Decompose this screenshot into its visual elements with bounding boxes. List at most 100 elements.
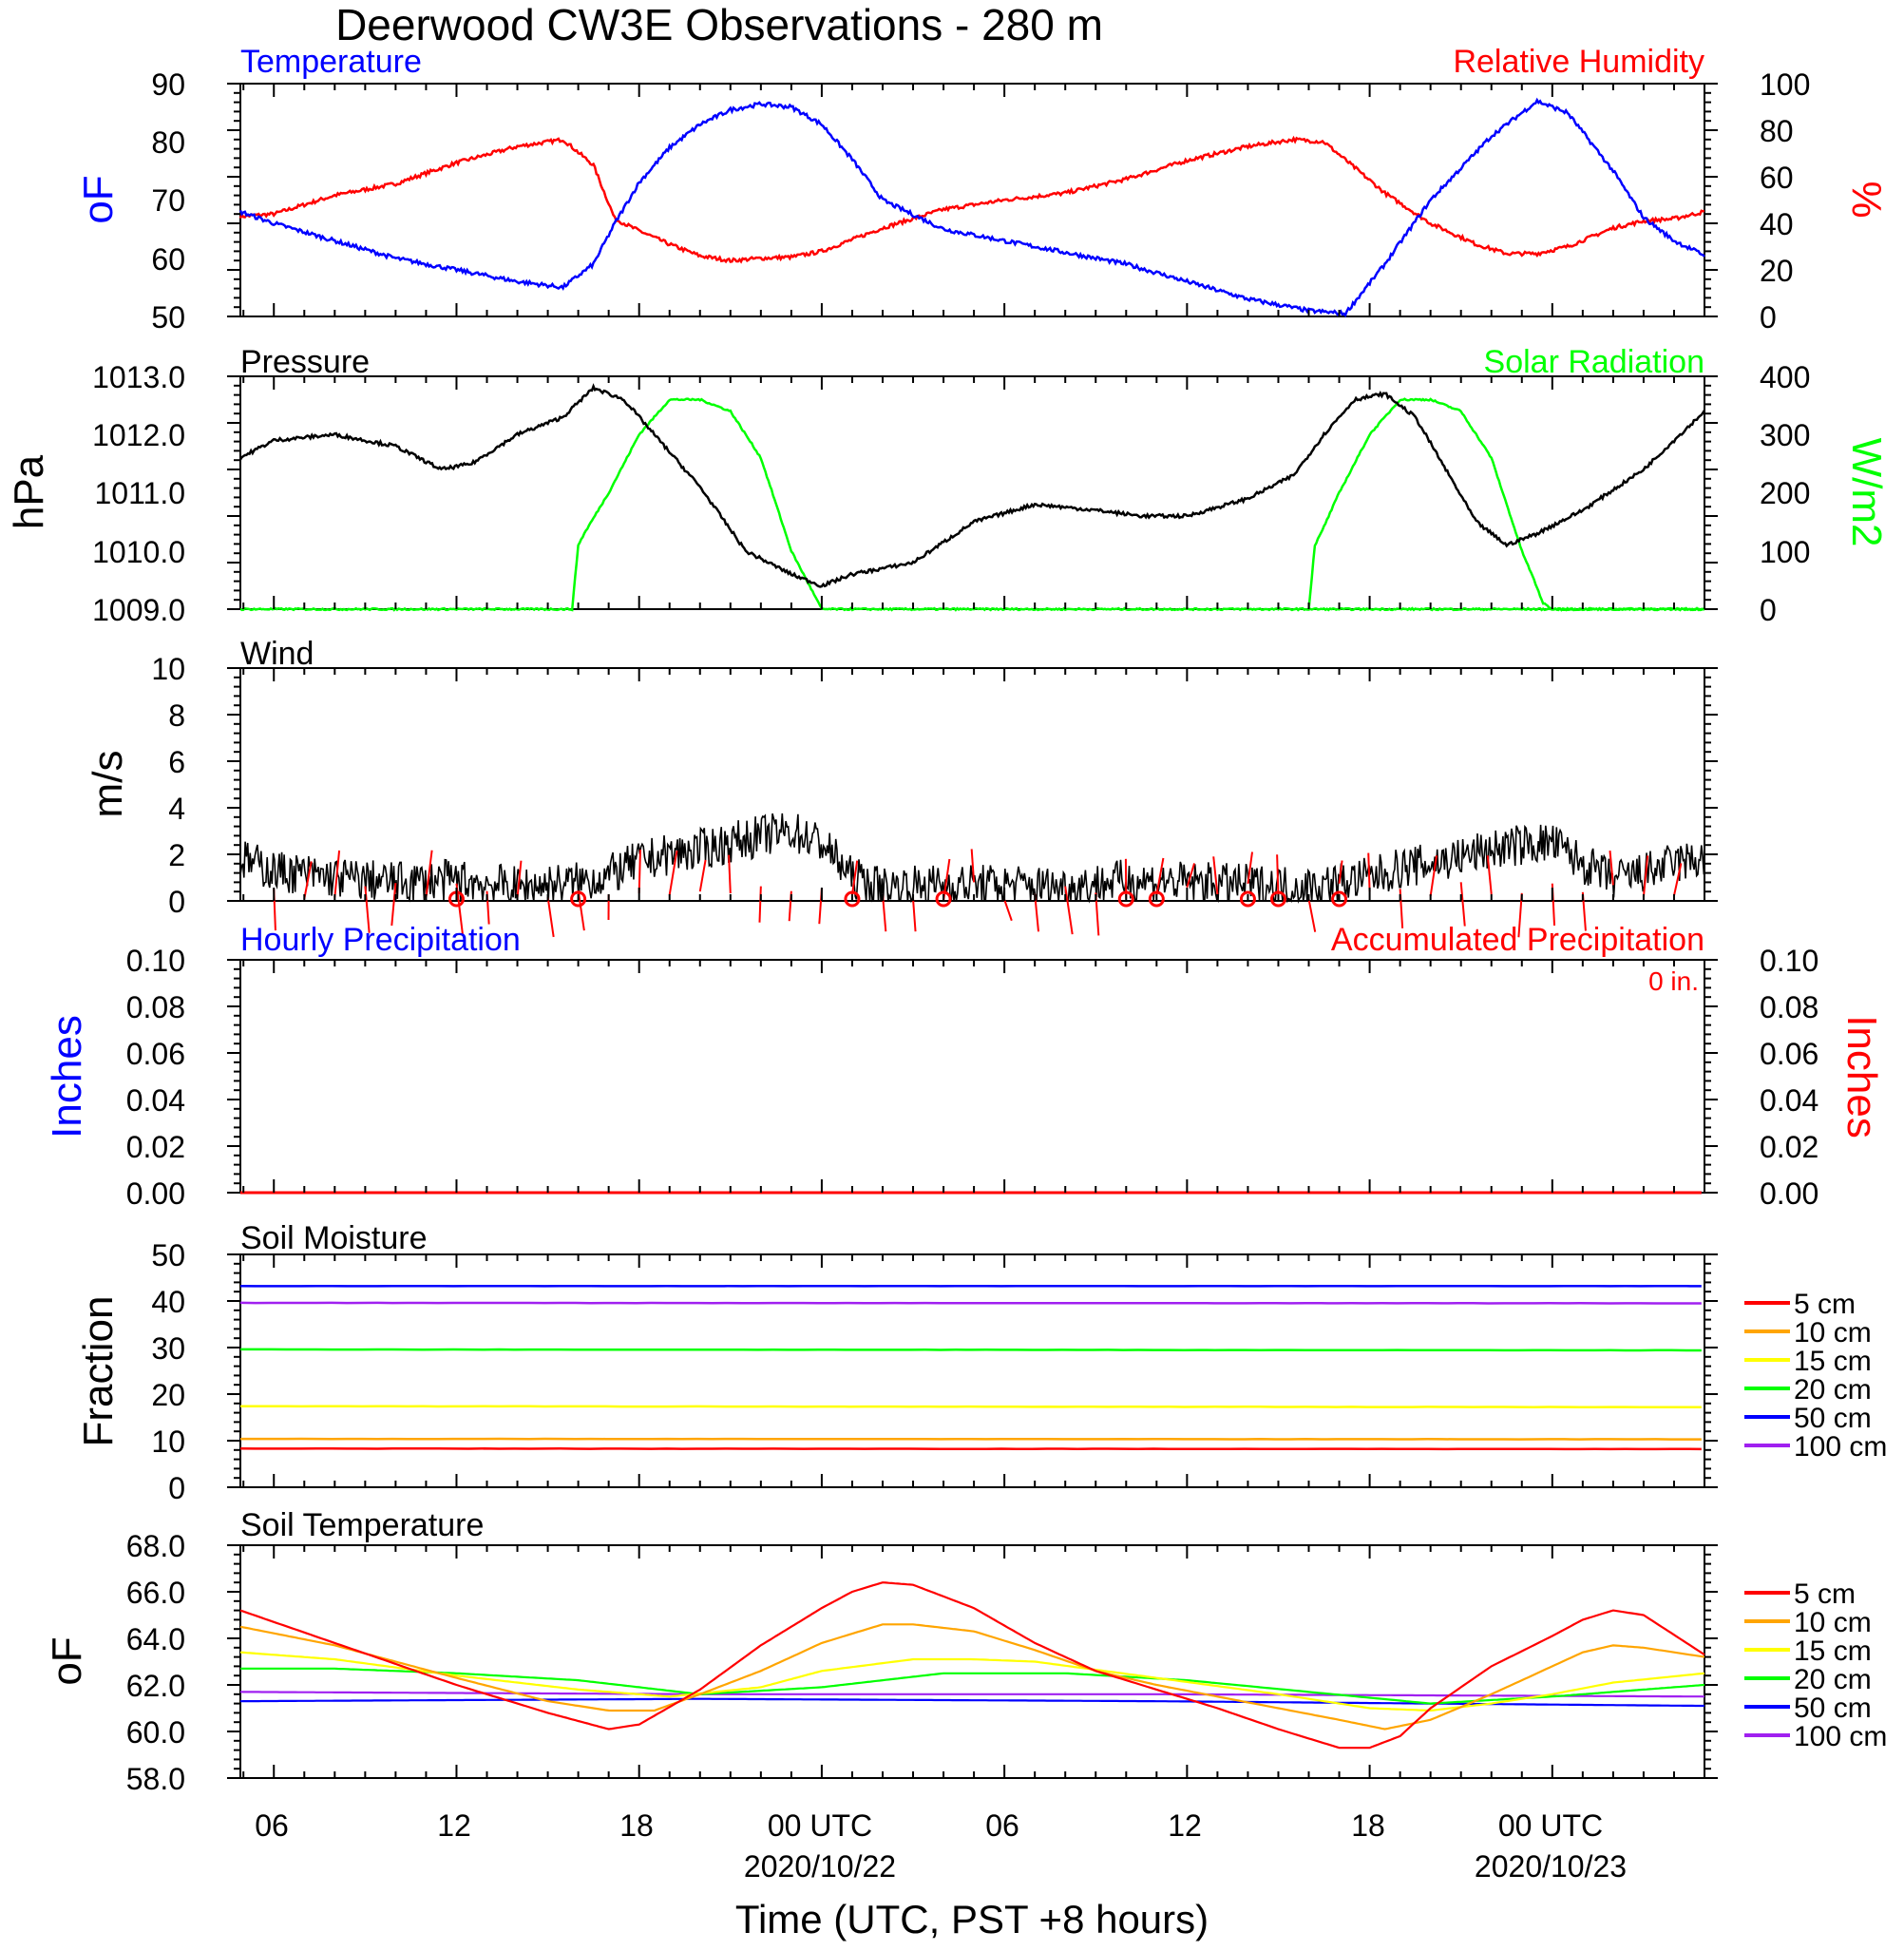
wind-barb (1276, 854, 1280, 897)
y-tick-label: 2 (168, 838, 185, 872)
y-tick-label: 90 (151, 67, 185, 102)
precip-right-ticks: 0.00 0.02 0.04 0.06 0.08 0.10 (1760, 944, 1818, 1211)
wind-barb (1307, 898, 1317, 932)
panel-temp-rh-frame (239, 83, 1705, 317)
legend-label: 5 cm (1794, 1289, 1856, 1320)
panel-precip: Hourly Precipitation Accumulated Precipi… (44, 922, 1885, 1211)
panel-temp-rh: Temperature Relative Humidity oF % 50 60… (75, 44, 1890, 335)
wind-barb (516, 860, 523, 898)
y-tick-label: 20 (1760, 254, 1794, 288)
wind-barb (303, 861, 313, 900)
pressure-line (238, 383, 1706, 588)
soil-temp-title: Soil Temperature (240, 1507, 484, 1543)
y-tick-label: 0 (1760, 300, 1777, 335)
y-tick-label: 40 (151, 1285, 185, 1319)
soil-temp-legend: 5 cm 10 cm 15 cm 20 cm 50 cm 100 cm (1744, 1578, 1887, 1752)
soil-temp-series (239, 1581, 1705, 1750)
solar-unit: W/m2 (1843, 438, 1890, 547)
y-tick-label: 60.0 (126, 1715, 185, 1750)
y-tick-label: 6 (168, 745, 185, 779)
solar-title: Solar Radiation (1484, 344, 1704, 380)
humidity-unit: % (1843, 181, 1890, 218)
y-tick-label: 8 (168, 698, 185, 733)
wind-barb (577, 890, 585, 931)
y-tick-label: 0.04 (126, 1083, 185, 1118)
y-tick-label: 0.08 (1760, 990, 1818, 1024)
y-tick-label: 1009.0 (92, 593, 185, 627)
tick-marks (227, 83, 1718, 1779)
wind-barb (1064, 886, 1074, 935)
y-tick-label: 0 (1760, 593, 1777, 627)
soil-moisture-legend: 5 cm 10 cm 15 cm 20 cm 50 cm 100 cm (1744, 1289, 1887, 1463)
wind-barb (912, 898, 917, 932)
soil-temp-line (239, 1581, 1705, 1750)
y-tick-label: 400 (1760, 360, 1810, 394)
x-tick-label: 06 (985, 1808, 1019, 1843)
legend-label: 15 cm (1794, 1346, 1872, 1377)
soil-temp-line (239, 1623, 1705, 1731)
y-tick-label: 70 (151, 183, 185, 218)
wind-barb (668, 850, 678, 895)
wind-ticks: 0 2 4 6 8 10 (151, 652, 185, 919)
y-tick-label: 0.02 (1760, 1130, 1818, 1164)
y-tick-label: 80 (1760, 114, 1794, 148)
soil-moisture-ticks: 0 10 20 30 40 50 (151, 1238, 185, 1505)
x-axis-title: Time (UTC, PST +8 hours) (735, 1897, 1209, 1941)
temperature-line (238, 97, 1705, 318)
wind-barb (1429, 855, 1438, 897)
calm-wind-marker (935, 890, 952, 908)
panel-soil-temp: Soil Temperature oF 58.0 60.0 62.0 64.0 … (44, 1507, 1887, 1796)
panel-soil-moisture-frame (239, 1253, 1705, 1488)
y-tick-label: 4 (168, 792, 185, 826)
hourly-precip-title: Hourly Precipitation (240, 922, 521, 958)
hourly-precip-unit: Inches (44, 1015, 90, 1138)
precip-left-ticks: 0.00 0.02 0.04 0.06 0.08 0.10 (126, 944, 185, 1211)
y-tick-label: 0 (168, 1471, 185, 1505)
x-tick-date: 2020/10/23 (1475, 1849, 1627, 1884)
temperature-ticks: 50 60 70 80 90 (151, 67, 185, 335)
y-tick-label: 66.0 (126, 1576, 185, 1610)
wind-barb (1609, 851, 1614, 886)
wind-speed-line (239, 813, 1705, 905)
legend-label: 20 cm (1794, 1374, 1872, 1406)
accum-precip-unit: Inches (1838, 1015, 1885, 1138)
wind-barb (1247, 851, 1254, 885)
solar-line (1307, 397, 1705, 612)
y-tick-label: 0.06 (1760, 1037, 1818, 1071)
wind-barb (1459, 882, 1466, 927)
humidity-line (238, 135, 1705, 264)
y-tick-label: 0.00 (126, 1176, 185, 1211)
wind-unit: m/s (85, 751, 131, 818)
y-tick-label: 0.04 (1760, 1083, 1818, 1118)
legend-label: 50 cm (1794, 1403, 1872, 1434)
y-tick-label: 1012.0 (92, 418, 185, 452)
calm-wind-marker (1117, 890, 1134, 908)
humidity-ticks: 0 20 40 60 80 100 (1760, 67, 1810, 335)
y-tick-label: 40 (1760, 207, 1794, 241)
legend-label: 100 cm (1794, 1721, 1887, 1752)
wind-barb (1186, 863, 1196, 889)
panel-wind: Wind m/s 0 2 4 6 8 10 (85, 636, 1705, 938)
y-tick-label: 0.00 (1760, 1176, 1818, 1211)
legend-label: 10 cm (1794, 1607, 1872, 1638)
soil-moisture-title: Soil Moisture (240, 1220, 428, 1256)
y-tick-label: 64.0 (126, 1622, 185, 1656)
legend-label: 100 cm (1794, 1431, 1887, 1463)
x-tick-date: 2020/10/22 (744, 1849, 896, 1884)
y-tick-label: 0.10 (126, 944, 185, 978)
wind-barb (546, 896, 555, 938)
y-tick-label: 300 (1760, 418, 1810, 452)
calm-wind-marker (844, 890, 861, 908)
y-tick-label: 0.02 (126, 1130, 185, 1164)
wind-barb (638, 850, 641, 893)
y-tick-label: 10 (151, 1425, 185, 1459)
x-tick-label: 12 (1168, 1808, 1202, 1843)
y-tick-label: 0.08 (126, 990, 185, 1024)
y-tick-label: 80 (151, 125, 185, 160)
legend-label: 10 cm (1794, 1317, 1872, 1348)
y-tick-label: 58.0 (126, 1762, 185, 1796)
wind-barb (390, 883, 397, 927)
x-tick-label: 12 (437, 1808, 471, 1843)
soil-temp-line (239, 1651, 1705, 1712)
wind-barb (758, 886, 762, 923)
